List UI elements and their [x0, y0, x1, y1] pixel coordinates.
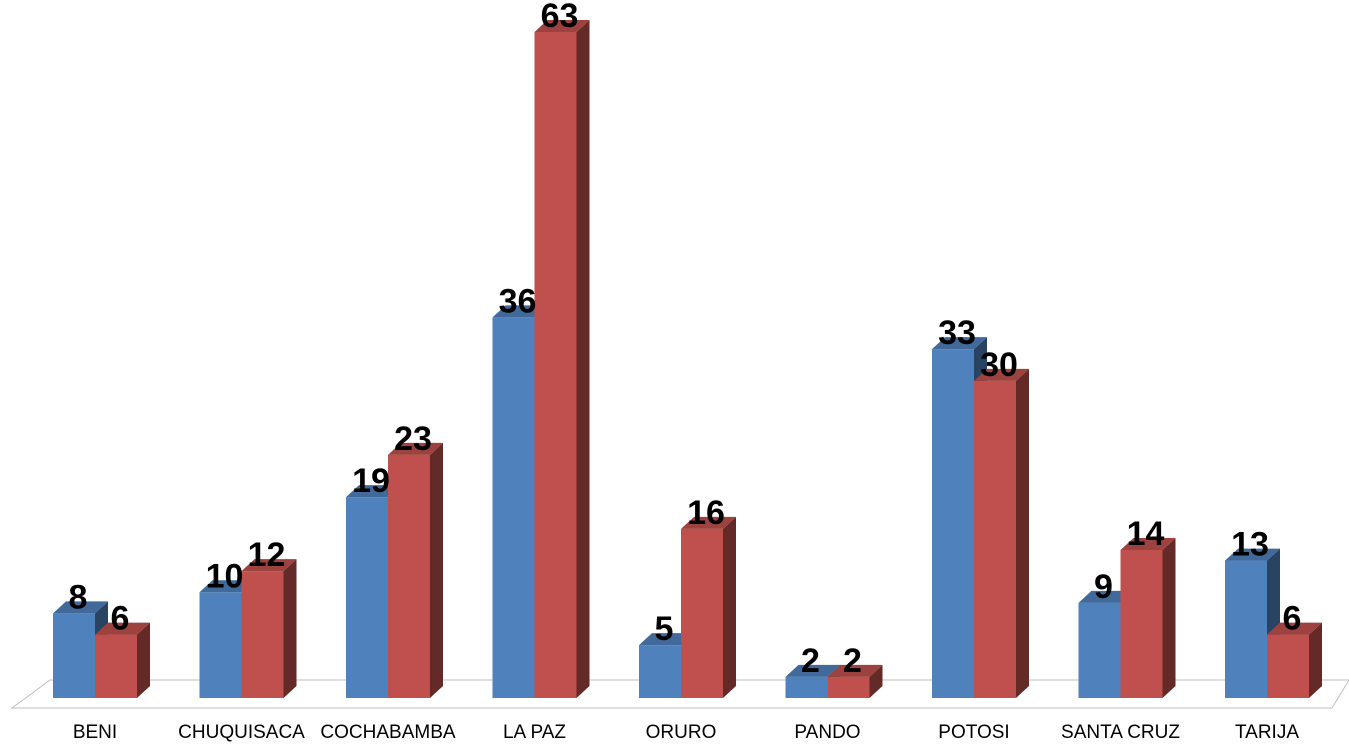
- category-label-tarija: TARIJA: [1235, 722, 1299, 743]
- bar-front: [827, 676, 870, 698]
- bar-front: [388, 454, 430, 698]
- bar-front: [1078, 602, 1121, 698]
- category-label-la-paz: LA PAZ: [503, 722, 566, 743]
- bar-top: [974, 368, 1029, 381]
- bar-top: [1078, 590, 1134, 603]
- category-label-oruro: ORURO: [646, 722, 717, 743]
- bar-top: [932, 337, 987, 350]
- data-label-chuquisaca-series-1: 10: [206, 557, 244, 595]
- bar-front: [1267, 634, 1309, 698]
- category-label-potosi: POTOSI: [938, 722, 1009, 743]
- bar-top: [241, 559, 297, 572]
- bar-tarija-series-2: [1267, 622, 1322, 698]
- data-label-cochabamba-series-1: 19: [352, 462, 390, 500]
- bar-front: [346, 497, 388, 698]
- bar-front: [95, 634, 137, 698]
- bar-santa-cruz-series-2: [1120, 538, 1176, 698]
- bar-top: [492, 305, 548, 318]
- bar-front: [1225, 560, 1267, 698]
- bar-side: [869, 664, 883, 698]
- data-label-cochabamba-series-2: 23: [394, 420, 432, 458]
- bar-front: [1120, 550, 1163, 698]
- category-label-pando: PANDO: [794, 722, 860, 743]
- bar-top: [681, 516, 736, 529]
- chart-floor: [10, 679, 1349, 709]
- category-label-cochabamba: COCHABAMBA: [320, 722, 455, 743]
- bar-side: [723, 516, 736, 698]
- data-label-chuquisaca-series-2: 12: [248, 536, 286, 574]
- bar-side: [283, 559, 297, 698]
- bar-pando-series-2: [827, 664, 883, 698]
- bar-top: [388, 442, 443, 455]
- bar-front: [681, 528, 723, 698]
- data-label-potosi-series-2: 30: [980, 346, 1018, 384]
- bar-top: [785, 664, 841, 677]
- data-label-santa-cruz-series-1: 9: [1094, 568, 1113, 606]
- bar-front: [639, 645, 681, 698]
- category-label-chuquisaca: CHUQUISACA: [178, 722, 305, 743]
- bar-top: [1225, 548, 1280, 561]
- data-label-oruro-series-1: 5: [655, 610, 674, 648]
- bar-front: [785, 676, 828, 698]
- data-label-santa-cruz-series-2: 14: [1127, 515, 1165, 553]
- bar-potosi-series-2: [974, 368, 1029, 698]
- bar-top: [346, 485, 401, 498]
- bar-front: [199, 592, 242, 698]
- bar-top: [1267, 622, 1322, 635]
- data-label-la-paz-series-2: 63: [541, 0, 579, 35]
- bar-top: [827, 664, 883, 677]
- data-label-la-paz-series-1: 36: [499, 282, 537, 320]
- data-label-potosi-series-1: 33: [938, 314, 976, 352]
- data-label-pando-series-1: 2: [801, 642, 820, 680]
- bar-front: [241, 571, 284, 698]
- bar-top: [199, 580, 255, 593]
- data-label-oruro-series-2: 16: [687, 494, 725, 532]
- category-label-santa-cruz: SANTA CRUZ: [1061, 722, 1180, 743]
- bar-side: [576, 20, 590, 698]
- bar-top: [1120, 538, 1176, 550]
- bar-chuquisaca-series-2: [241, 559, 297, 698]
- bar-top: [53, 601, 108, 614]
- bar-front: [492, 317, 535, 698]
- bar-top: [639, 633, 694, 646]
- bar-top: [95, 622, 150, 635]
- data-label-beni-series-2: 6: [111, 600, 130, 638]
- bar-la-paz-series-2: [534, 20, 590, 698]
- data-label-tarija-series-1: 13: [1231, 526, 1269, 564]
- bar-front: [534, 32, 577, 698]
- bar-front: [932, 349, 974, 698]
- category-label-beni: BENI: [73, 722, 117, 743]
- data-label-beni-series-1: 8: [69, 578, 88, 616]
- data-label-pando-series-2: 2: [843, 642, 862, 680]
- bar-cochabamba-series-2: [388, 442, 443, 698]
- bar-front: [974, 380, 1016, 698]
- bar-front: [53, 613, 95, 698]
- bar-side: [137, 622, 150, 698]
- bar-side: [1309, 622, 1322, 698]
- bar-side: [1162, 538, 1176, 698]
- bar-side: [430, 442, 443, 698]
- bar-top: [534, 20, 590, 32]
- data-label-tarija-series-2: 6: [1283, 600, 1302, 638]
- bar-beni-series-2: [95, 622, 150, 698]
- bar-oruro-series-2: [681, 516, 736, 698]
- bar-side: [1016, 368, 1029, 698]
